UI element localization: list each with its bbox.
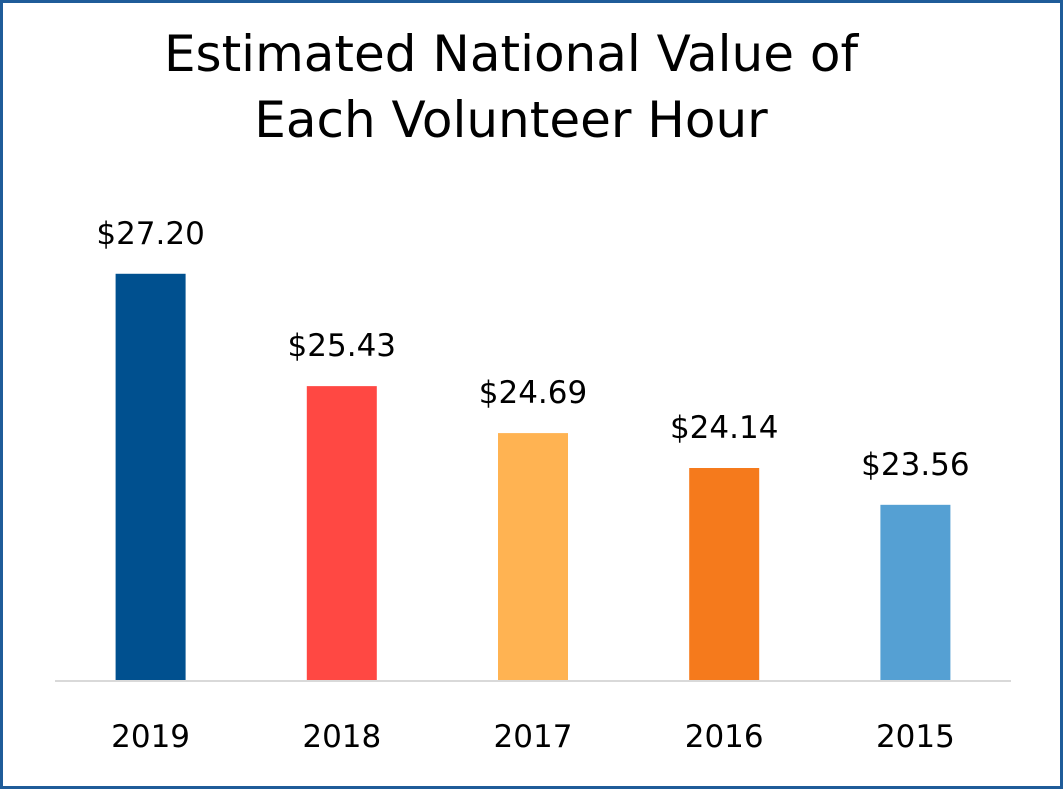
bar-chart: $27.20 2019 $25.43 2018 $24.69 2017 $24.14 2016…: [55, 216, 1011, 755]
x-tick-label-2019: 2019: [111, 719, 190, 755]
chart-title: Estimated National Value of Each Volunte…: [163, 25, 859, 149]
data-label-2018: $25.43: [288, 328, 396, 364]
x-tick-label-2016: 2016: [685, 719, 764, 755]
data-label-2016: $24.14: [670, 410, 778, 446]
bar-2016: [689, 468, 760, 680]
data-label-2015: $23.56: [861, 447, 969, 483]
data-label-2019: $27.20: [96, 216, 204, 252]
x-tick-label-2017: 2017: [494, 719, 573, 755]
x-tick-label-2018: 2018: [302, 719, 381, 755]
data-label-2017: $24.69: [479, 375, 587, 411]
bar-2018: [306, 386, 377, 680]
bar-2019: [115, 273, 186, 680]
bar-2015: [880, 504, 951, 680]
x-tick-label-2015: 2015: [876, 719, 955, 755]
bar-2017: [498, 433, 568, 680]
